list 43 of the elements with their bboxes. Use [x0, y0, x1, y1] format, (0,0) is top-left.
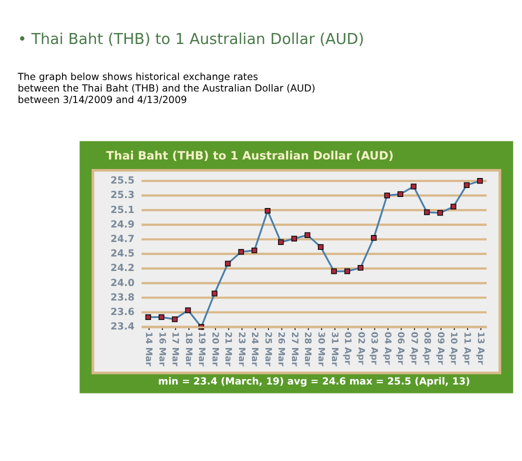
- x-tick-label: 01 Apr: [342, 332, 352, 366]
- x-tick-label: 31 Mar: [328, 332, 339, 367]
- x-tick-label: 24 Mar: [249, 332, 260, 367]
- x-tick-label: 17 Mar: [170, 332, 180, 367]
- text: The graph below shows historical exchange rates: [18, 72, 258, 84]
- y-tick-label: 23.4: [110, 322, 135, 333]
- y-tick-label: 24.7: [110, 234, 134, 245]
- x-tick-label: 19 Mar: [196, 332, 206, 367]
- y-tick-label: 24.5: [110, 248, 135, 260]
- x-tick-label: 21 Mar: [222, 332, 233, 367]
- text: Thai Baht (THB) to 1 Australian Dollar (AUD): [106, 148, 394, 163]
- x-tick-label: 02 Apr: [355, 332, 366, 366]
- y-tick-label: 25.1: [110, 204, 135, 216]
- x-tick-label: 23 Mar: [236, 332, 246, 367]
- text: between 3/14/2009 and 4/13/2009: [18, 95, 187, 106]
- chart-title: • Thai Baht (THB) to 1 Australian Dollar (AUD): [18, 30, 364, 48]
- y-tick-label: 23.6: [110, 306, 135, 318]
- x-tick-label: 03 Apr: [368, 332, 379, 366]
- x-tick-label: 18 Mar: [182, 332, 193, 367]
- y-tick-label: 24.2: [110, 263, 134, 274]
- x-tick-label: 07 Apr: [408, 332, 418, 366]
- x-tick-label: 09 Apr: [434, 332, 445, 366]
- x-tick-label: 25 Mar: [262, 332, 272, 367]
- x-tick-label: 06 Apr: [395, 332, 406, 366]
- x-tick-label: 28 Mar: [302, 332, 312, 367]
- x-tick-label: 08 Apr: [422, 332, 432, 366]
- y-tick-label: 25.3: [110, 190, 134, 202]
- x-tick-label: 13 Apr: [474, 332, 485, 366]
- y-tick-label: 25.5: [110, 176, 135, 187]
- text: between the Thai Baht (THB) and the Australian Dollar (AUD): [18, 84, 316, 95]
- x-tick-label: 10 Apr: [448, 332, 458, 366]
- x-tick-label: 16 Mar: [156, 332, 166, 367]
- x-tick-label: 27 Mar: [288, 332, 299, 367]
- x-tick-label: 20 Mar: [209, 332, 220, 367]
- y-tick-label: 24.9: [110, 219, 135, 230]
- x-tick-label: 30 Mar: [316, 332, 326, 367]
- text: min = 23.4 (March, 19) avg = 24.6 max = 25.5 (April, 13): [158, 376, 470, 388]
- x-tick-label: 26 Mar: [276, 332, 286, 367]
- y-tick-label: 23.8: [110, 292, 135, 304]
- x-tick-label: 11 Apr: [461, 332, 472, 366]
- x-tick-label: 14 Mar: [142, 332, 153, 367]
- x-tick-label: 04 Apr: [382, 332, 392, 366]
- y-tick-label: 24.0: [110, 278, 135, 289]
